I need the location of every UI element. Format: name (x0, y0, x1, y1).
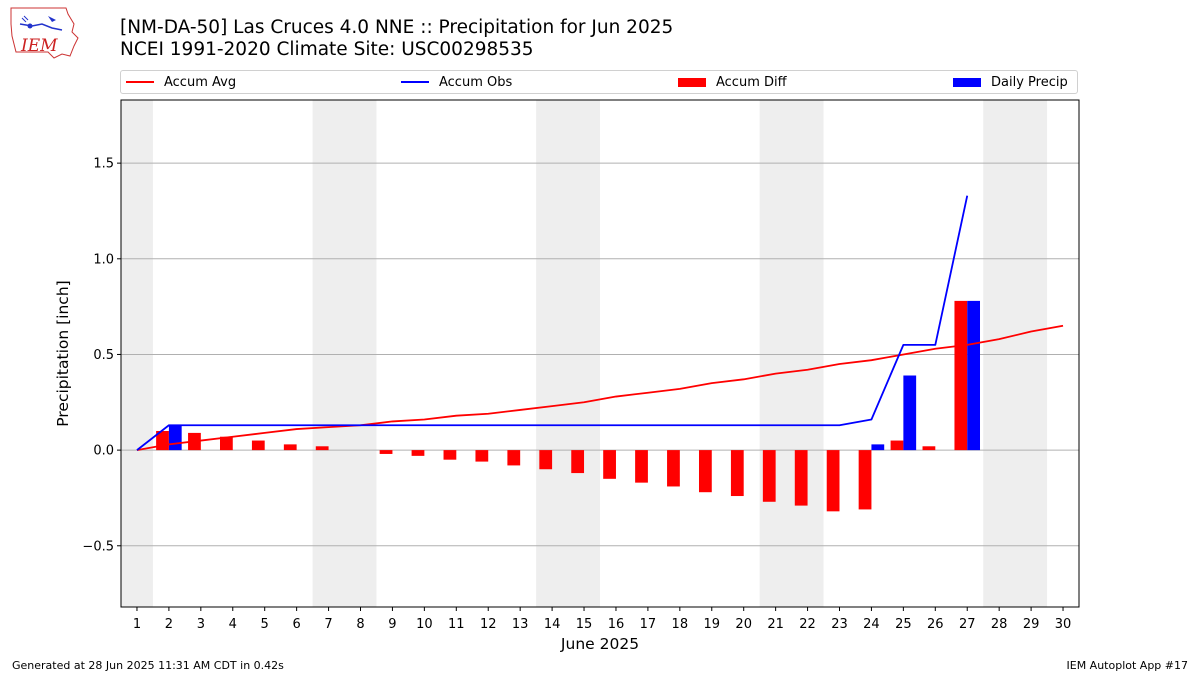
legend-item-accum-obs: Accum Obs (401, 71, 512, 93)
x-tick-label-day-25: 25 (895, 617, 912, 632)
legend-swatch-accum-obs (401, 81, 429, 83)
x-tick-label-day-20: 20 (735, 617, 752, 632)
accum-diff-bar-day-7 (315, 446, 329, 451)
legend-item-accum-diff: Accum Diff (678, 71, 787, 93)
x-tick-label-day-6: 6 (292, 617, 300, 632)
weekend-shading-2 (312, 100, 377, 607)
iem-logo: IEM (10, 7, 79, 59)
x-tick-label-day-19: 19 (703, 617, 720, 632)
x-tick-label-day-17: 17 (640, 617, 657, 632)
x-tick-label-day-23: 23 (831, 617, 848, 632)
weekend-shading-3 (536, 100, 600, 607)
legend-swatch-accum-avg (126, 81, 154, 83)
weekend-shading-1 (121, 100, 153, 607)
plot-frame (120, 99, 1080, 608)
accum-diff-bar-day-16 (603, 450, 616, 479)
accum-diff-bar-day-24 (858, 450, 872, 510)
daily-precip-bar-day-27 (967, 300, 981, 451)
accum-diff-bar-day-22 (794, 450, 808, 506)
x-tick-label-day-28: 28 (991, 617, 1008, 632)
y-tick-label-4: 1.5 (93, 157, 114, 172)
legend-swatch-accum-diff (678, 77, 706, 87)
legend-label-accum-diff: Accum Diff (716, 74, 787, 90)
x-tick-label-day-5: 5 (261, 617, 269, 632)
y-tick-label-1: 0.0 (93, 444, 114, 459)
accum-diff-bar-day-23 (826, 450, 840, 512)
x-tick-label-day-15: 15 (576, 617, 593, 632)
accum-diff-bar-day-14 (539, 450, 553, 470)
x-tick-label-day-22: 22 (799, 617, 816, 632)
accum-avg-line (136, 324, 1064, 452)
legend-item-accum-avg: Accum Avg (126, 71, 236, 93)
legend-label-accum-obs: Accum Obs (439, 74, 513, 90)
x-tick-label-day-3: 3 (197, 617, 205, 632)
app-credit: IEM Autoplot App #17 (1066, 659, 1189, 672)
accum-diff-bar-day-9 (379, 450, 393, 454)
x-tick-label-day-18: 18 (672, 617, 689, 632)
x-tick-label-day-29: 29 (1023, 617, 1040, 632)
legend-label-daily-precip: Daily Precip (991, 74, 1068, 90)
x-axis-label: June 2025 (560, 635, 639, 653)
x-tick-label-day-10: 10 (416, 617, 433, 632)
accum-diff-bar-day-27 (954, 300, 968, 451)
accum-obs-line (136, 195, 969, 451)
x-tick-label-day-13: 13 (512, 617, 529, 632)
svg-text:IEM: IEM (20, 36, 58, 56)
x-tick-label-day-26: 26 (927, 617, 944, 632)
accum-diff-bar-day-11 (443, 450, 457, 460)
x-tick-label-day-1: 1 (133, 617, 141, 632)
chart-title: [NM-DA-50] Las Cruces 4.0 NNE :: Precipi… (120, 17, 674, 38)
daily-precip-bar-day-2 (168, 425, 182, 451)
accum-diff-bar-day-19 (698, 450, 712, 493)
daily-precip-bar-day-25 (903, 375, 917, 451)
accum-diff-bar-day-21 (762, 450, 776, 502)
weekend-shading-4 (759, 100, 824, 607)
accum-diff-bar-day-10 (411, 450, 425, 456)
y-tick-label-2: 0.5 (93, 348, 114, 363)
x-tick-label-day-7: 7 (324, 617, 332, 632)
accum-diff-bar-day-18 (667, 450, 680, 487)
accum-diff-bar-day-5 (251, 440, 265, 451)
accum-diff-bar-day-13 (507, 450, 521, 466)
generated-timestamp: Generated at 28 Jun 2025 11:31 AM CDT in… (12, 659, 284, 672)
accum-diff-bar-day-6 (283, 444, 297, 451)
x-tick-label-day-11: 11 (448, 617, 465, 632)
x-tick-label-day-30: 30 (1055, 617, 1072, 632)
x-tick-label-day-24: 24 (863, 617, 880, 632)
accum-diff-bar-day-17 (635, 450, 648, 483)
chart-subtitle: NCEI 1991-2020 Climate Site: USC00298535 (120, 39, 534, 60)
x-tick-label-day-2: 2 (165, 617, 173, 632)
chart-legend: Accum Avg Accum Obs Accum Diff Daily Pre… (120, 70, 1078, 94)
y-tick-label-0: −0.5 (82, 539, 114, 554)
x-tick-label-day-27: 27 (959, 617, 976, 632)
legend-label-accum-avg: Accum Avg (164, 74, 237, 90)
accum-diff-bar-day-12 (475, 450, 489, 462)
legend-item-daily-precip: Daily Precip (953, 71, 1068, 93)
x-tick-label-day-12: 12 (480, 617, 497, 632)
accum-diff-bar-day-4 (219, 436, 233, 451)
accum-diff-bar-day-15 (571, 450, 585, 474)
x-tick-label-day-8: 8 (356, 617, 364, 632)
x-tick-label-day-21: 21 (767, 617, 784, 632)
x-tick-label-day-9: 9 (388, 617, 396, 632)
x-tick-label-day-16: 16 (608, 617, 625, 632)
y-axis-label: Precipitation [inch] (54, 280, 72, 426)
y-tick-label-3: 1.0 (93, 252, 114, 267)
weekend-shading-5 (983, 100, 1048, 607)
accum-diff-bar-day-25 (890, 440, 904, 451)
accum-diff-bar-day-26 (922, 446, 936, 451)
x-tick-label-day-14: 14 (544, 617, 561, 632)
legend-swatch-daily-precip (953, 77, 981, 87)
daily-precip-bar-day-24 (871, 444, 885, 451)
accum-diff-bar-day-20 (730, 450, 744, 497)
x-tick-label-day-4: 4 (229, 617, 237, 632)
